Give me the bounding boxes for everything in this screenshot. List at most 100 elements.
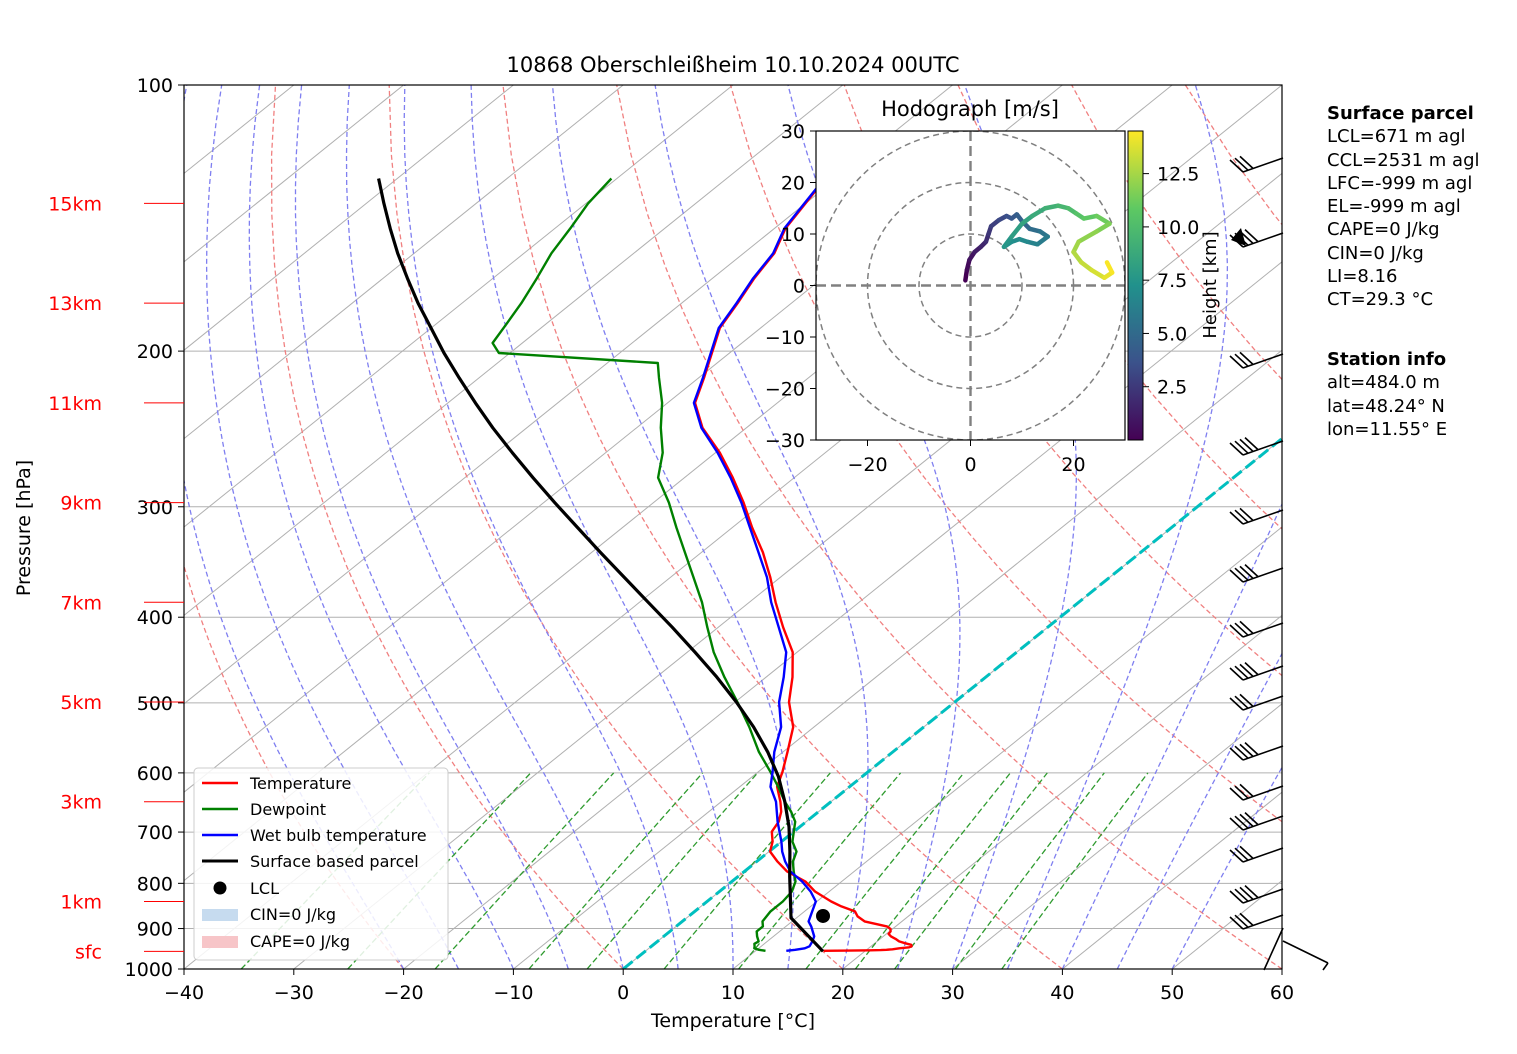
- hodograph-segment: [1089, 267, 1107, 281]
- surface-parcel-line: CCL=2531 m agl: [1327, 149, 1480, 171]
- mixing-ratio-line: [663, 772, 831, 969]
- isotherm-line: [0, 85, 74, 969]
- hodograph-y-label: −20: [765, 379, 805, 401]
- barb-staff: [1242, 157, 1284, 173]
- isotherm-line: [403, 261, 1282, 969]
- hodograph: Hodograph [m/s] −20 0 20 30 20 10 0 −10 −20 −30 1…: [765, 97, 1221, 476]
- height-tick-label: 13km: [48, 293, 102, 315]
- x-tick-label: 30: [941, 982, 965, 1004]
- surface-parcel-line: CIN=0 J/kg: [1327, 242, 1424, 264]
- moist-adiabat: [403, 85, 679, 969]
- legend-dewpoint: Dewpoint: [250, 800, 326, 819]
- height-ticks: 15km 13km 11km 9km 7km 5km 3km 1km sfc: [48, 193, 184, 963]
- hodograph-segment: [1104, 260, 1115, 275]
- hodograph-ticks: −20 0 20 30 20 10 0 −10 −20 −30: [765, 121, 1086, 476]
- barb-feather: [1239, 693, 1254, 707]
- y-tick-label: 200: [137, 341, 173, 363]
- mixing-ratio-line: [528, 772, 704, 969]
- barb-feather: [1234, 567, 1249, 581]
- barb-feather: [1234, 622, 1249, 636]
- x-tick-label: −10: [493, 982, 533, 1004]
- height-tick-label: sfc: [75, 941, 102, 963]
- colorbar-tick-label: 2.5: [1157, 377, 1187, 399]
- series-line: [377, 178, 825, 953]
- barb-feather: [1322, 962, 1329, 971]
- moist-adiabat: [1116, 652, 1282, 969]
- y-tick-label: 700: [137, 822, 173, 844]
- barb-feather: [1234, 815, 1249, 829]
- legend-temperature: Temperature: [249, 774, 351, 793]
- colorbar-tick-label: 7.5: [1157, 270, 1187, 292]
- surface-parcel-line: LFC=-999 m agl: [1327, 172, 1473, 194]
- station-info-line: lat=48.24° N: [1327, 395, 1445, 417]
- barb-feather: [1229, 916, 1244, 930]
- hodograph-y-label: 20: [781, 173, 805, 195]
- colorbar-tick-label: 10.0: [1157, 217, 1199, 239]
- height-tick-label: 15km: [48, 193, 102, 215]
- hodograph-y-label: −30: [765, 430, 805, 452]
- y-tick-label: 100: [137, 75, 173, 97]
- barb-staff: [1242, 665, 1284, 681]
- isotherm-line: [293, 172, 1282, 969]
- colorbar-label: Height [km]: [1200, 231, 1221, 338]
- barb-feather: [1234, 440, 1249, 454]
- barb-feather: [1234, 785, 1249, 799]
- barb-pennant: [1231, 228, 1246, 246]
- hodograph-segment: [1030, 206, 1048, 219]
- chart-title: 10868 Oberschleißheim 10.10.2024 00UTC: [507, 53, 960, 77]
- barb-feather: [1239, 845, 1254, 859]
- barb-feather: [1234, 509, 1249, 523]
- x-ticks: −40 −30 −20 −10 0 10 20 30 40 50 60: [164, 969, 1294, 1004]
- height-tick-label: 3km: [60, 792, 102, 814]
- barb-feather: [1244, 885, 1259, 899]
- hodograph-trace: [963, 203, 1115, 283]
- barb-staff: [1242, 232, 1284, 248]
- surface-parcel-line: LCL=671 m agl: [1327, 126, 1466, 148]
- legend-cape: CAPE=0 J/kg: [250, 932, 350, 951]
- x-tick-label: 40: [1050, 982, 1074, 1004]
- moist-adiabat: [951, 85, 1077, 969]
- barb-feather: [1229, 787, 1244, 801]
- y-tick-label: 500: [137, 693, 173, 715]
- station-info-heading: Station info: [1327, 349, 1447, 370]
- legend-lcl-marker: [213, 881, 227, 895]
- barb-feather: [1229, 849, 1244, 863]
- isotherm-line: [184, 85, 624, 440]
- moist-adiabat: [551, 85, 795, 969]
- barb-staff: [1242, 745, 1284, 761]
- y-ticks: 100 200 300 400 500 600 700 800 900 1000: [125, 75, 184, 981]
- barb-feather: [1229, 667, 1244, 681]
- x-tick-label: 10: [721, 982, 745, 1004]
- colorbar-tick-label: 12.5: [1157, 164, 1199, 186]
- barb-feather: [1244, 564, 1259, 578]
- barb-feather: [1244, 812, 1259, 826]
- x-tick-label: 20: [831, 982, 855, 1004]
- x-tick-label: −30: [274, 982, 314, 1004]
- barb-staff: [1242, 914, 1284, 930]
- height-tick-label: 7km: [60, 592, 102, 614]
- wind-barb: [1229, 351, 1284, 369]
- barb-feather: [1239, 813, 1254, 827]
- wind-barb: [1263, 927, 1329, 971]
- barb-feather: [1239, 438, 1254, 452]
- series-line: [491, 177, 798, 952]
- wind-barb: [1229, 912, 1284, 930]
- hodograph-x-label: 0: [964, 454, 976, 476]
- wind-barb: [1229, 155, 1284, 173]
- wind-barb: [1229, 812, 1284, 831]
- barb-feather: [1234, 888, 1249, 902]
- isotherm-line: [184, 85, 404, 263]
- barb-staff: [1242, 353, 1284, 369]
- height-tick-label: 11km: [48, 393, 102, 415]
- y-tick-label: 600: [137, 763, 173, 785]
- dry-adiabat: [270, 85, 624, 969]
- x-tick-label: 50: [1160, 982, 1184, 1004]
- legend-lcl: LCL: [250, 879, 279, 898]
- colorbar-tick-label: 5.0: [1157, 323, 1187, 345]
- legend-cin: CIN=0 J/kg: [250, 905, 336, 924]
- hodograph-colorbar: [1127, 130, 1144, 441]
- wind-barb: [1229, 693, 1284, 711]
- barb-feather: [1239, 507, 1254, 521]
- barb-staff: [1242, 695, 1284, 711]
